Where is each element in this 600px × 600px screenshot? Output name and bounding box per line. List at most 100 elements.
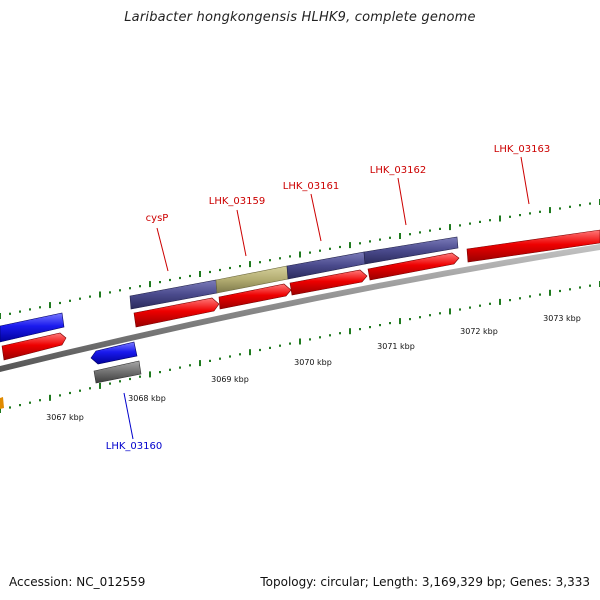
inner-ring-minor-tick [219,357,221,360]
inner-ring-minor-tick [429,314,431,317]
inner-ring-minor-tick [339,332,341,335]
outer-ring-minor-tick [69,299,71,302]
scale-labels: 3067 kbp 3068 kbp 3069 kbp 3070 kbp 3071… [46,314,581,422]
outer-ring-minor-tick [529,212,531,215]
inner-ring-minor-tick [269,346,271,349]
outer-ring-minor-tick [9,312,11,315]
outer-ring-major-tick [299,251,301,258]
inner-ring-minor-tick [169,368,171,371]
gene-label-lhk-03163: LHK_03163 [494,144,550,155]
outer-ring-minor-tick [439,227,441,230]
inner-ring-minor-tick [229,355,231,358]
inner-ring-major-tick [349,328,351,335]
inner-ring-major-tick [99,382,101,389]
inner-ring-major-tick [499,298,501,305]
outer-ring-minor-tick [39,306,41,309]
scale-label-3067: 3067 kbp [46,413,84,422]
outer-ring-minor-tick [29,308,31,311]
outer-ring-minor-tick [469,222,471,225]
inner-ring-minor-tick [539,293,541,296]
inner-ring-minor-tick [439,312,441,315]
leader-cysP [156,227,169,272]
outer-ring-minor-tick [59,301,61,305]
outer-ring-minor-tick [339,245,341,249]
cds-arrow-left-forward [1,332,67,361]
outer-ring-minor-tick [169,278,171,282]
leader-lhk-03159 [236,209,247,257]
scale-label-3069: 3069 kbp [211,375,249,384]
inner-ring-minor-tick [579,286,581,289]
inner-ring-minor-tick [39,399,41,402]
inner-ring-minor-tick [239,353,241,356]
cds-arrow-lhk-03159 [218,283,292,310]
inner-ring-minor-tick [79,389,81,392]
scale-label-3073: 3073 kbp [543,314,581,323]
scale-label-3072: 3072 kbp [460,327,498,336]
map-title: Laribacter hongkongensis HLHK9, complete… [124,10,476,25]
outer-ring-minor-tick [519,214,521,217]
outer-ring-minor-tick [19,310,21,313]
outer-ring-minor-tick [429,229,431,232]
inner-ring-major-tick [299,338,301,345]
label-leaders [123,156,530,440]
inner-ring-minor-tick [289,342,291,345]
forward-cds-track [1,229,600,361]
inner-ring-minor-tick [129,377,131,381]
cds-arrow-lhk-03161 [289,269,368,296]
inner-ring-minor-tick [29,401,31,404]
outer-ring-minor-tick [569,205,571,208]
inner-ring-minor-tick [279,344,281,347]
outer-ring-minor-tick [369,240,371,243]
gene-label-cysP: cysP [146,213,169,224]
outer-ring-minor-tick [459,224,461,227]
outer-ring-major-tick [49,302,51,309]
inner-ring-minor-tick [379,324,381,327]
inner-ring-minor-tick [369,326,371,329]
tick-ring [0,199,600,413]
inner-ring-minor-tick [309,338,311,341]
outer-ring-minor-tick [189,274,191,278]
inner-ring-major-tick [549,289,551,296]
outer-ring-minor-tick [489,219,491,222]
inner-ring-minor-tick [559,289,561,293]
outer-ring-major-tick [149,281,151,288]
inner-ring-minor-tick [119,380,121,383]
outer-feature-track [129,236,459,310]
inner-ring-minor-tick [569,288,571,291]
outer-ring-minor-tick [329,247,331,250]
gene-labels: cysP LHK_03159 LHK_03161 LHK_03162 LHK_0… [106,144,550,452]
inner-ring-minor-tick [19,404,21,407]
outer-ring-minor-tick [229,266,231,270]
outer-ring-minor-tick [479,220,481,223]
inner-ring-minor-tick [109,382,111,385]
outer-ring-major-tick [99,291,101,298]
inner-ring-minor-tick [489,302,491,305]
inner-ring-minor-tick [519,297,521,300]
inner-ring-minor-tick [329,334,331,337]
outer-ring-major-tick [399,233,401,239]
outer-ring-minor-tick [279,257,281,260]
gene-label-lhk-03159: LHK_03159 [209,196,265,207]
inner-ring-major-tick [249,349,251,356]
outer-ring-minor-tick [89,295,91,298]
accession-text: Accession: NC_012559 [9,575,146,589]
outer-ring-minor-tick [239,265,241,268]
inner-ring-minor-tick [139,375,141,378]
reverse-cds-track [0,341,142,409]
outer-ring-minor-tick [309,251,311,254]
feature-bar-lhk-03160-gray [93,360,142,384]
outer-ring-minor-tick [219,268,221,272]
genome-backbone [0,244,600,372]
outer-ring-minor-tick [79,297,81,300]
cds-arrow-lhk-03160 [90,341,138,365]
outer-ring-minor-tick [319,249,321,252]
cds-arrow-lhk-03163 [466,229,600,263]
feature-bar-left-edge-orange [0,397,4,409]
outer-ring-minor-tick [269,259,271,262]
outer-ring-minor-tick [559,207,561,210]
outer-ring-major-tick [449,224,451,231]
inner-ring-minor-tick [209,359,211,362]
inner-ring-minor-tick [259,348,261,352]
inner-ring-minor-tick [469,306,471,309]
